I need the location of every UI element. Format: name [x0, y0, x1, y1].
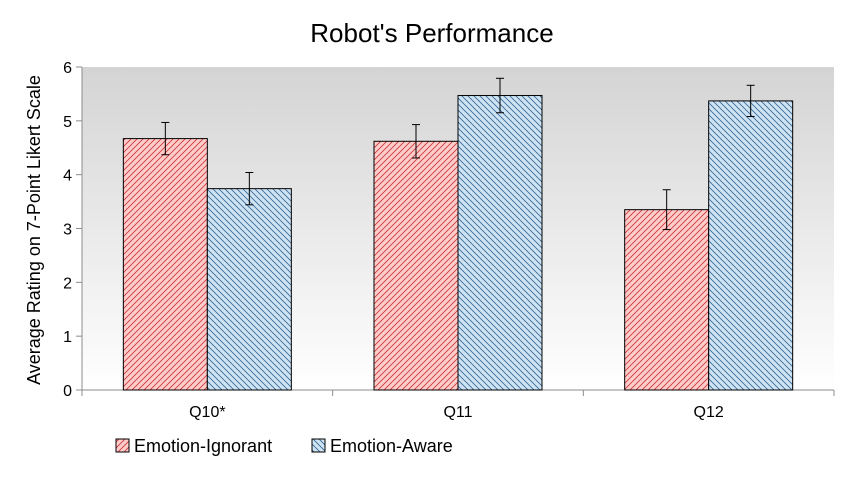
legend-label: Emotion-Ignorant — [134, 436, 272, 456]
y-axis-label: Average Rating on 7-Point Likert Scale — [24, 75, 44, 385]
legend: Emotion-Ignorant Emotion-Aware — [115, 436, 453, 456]
chart-title: Robot's Performance — [310, 18, 553, 48]
y-tick-label: 2 — [63, 275, 72, 292]
legend-swatch — [311, 438, 326, 453]
legend-item: Emotion-Ignorant — [115, 436, 272, 456]
x-tick-label: Q10* — [189, 404, 225, 421]
legend-label: Emotion-Aware — [330, 436, 453, 456]
bar-emotion-ignorant — [122, 138, 208, 391]
error-bars — [161, 77, 755, 231]
bar-emotion-ignorant — [624, 209, 710, 391]
error-bar — [496, 77, 504, 114]
bar-emotion-aware — [206, 188, 292, 391]
x-axis: Q10* Q11 Q12 — [81, 389, 835, 421]
y-tick-label: 3 — [63, 222, 72, 239]
error-bar — [662, 189, 671, 231]
y-tick-label: 4 — [63, 168, 72, 185]
bar-emotion-aware — [457, 95, 543, 391]
error-bar — [412, 124, 420, 159]
y-axis: 0 1 2 3 4 5 6 — [63, 60, 83, 400]
y-tick-label: 0 — [63, 383, 72, 400]
error-bar — [746, 84, 755, 118]
x-tick-label: Q11 — [443, 404, 472, 421]
bar-emotion-aware — [708, 100, 794, 391]
error-bar — [245, 172, 254, 206]
legend-item: Emotion-Aware — [311, 436, 453, 456]
error-bar — [161, 121, 170, 156]
legend-swatch — [115, 438, 130, 453]
bars — [122, 95, 794, 391]
y-tick-label: 1 — [63, 329, 72, 346]
y-tick-label: 5 — [63, 114, 72, 131]
y-tick-label: 6 — [63, 60, 72, 77]
x-tick-label: Q12 — [694, 404, 724, 421]
bar-emotion-ignorant — [373, 140, 459, 391]
